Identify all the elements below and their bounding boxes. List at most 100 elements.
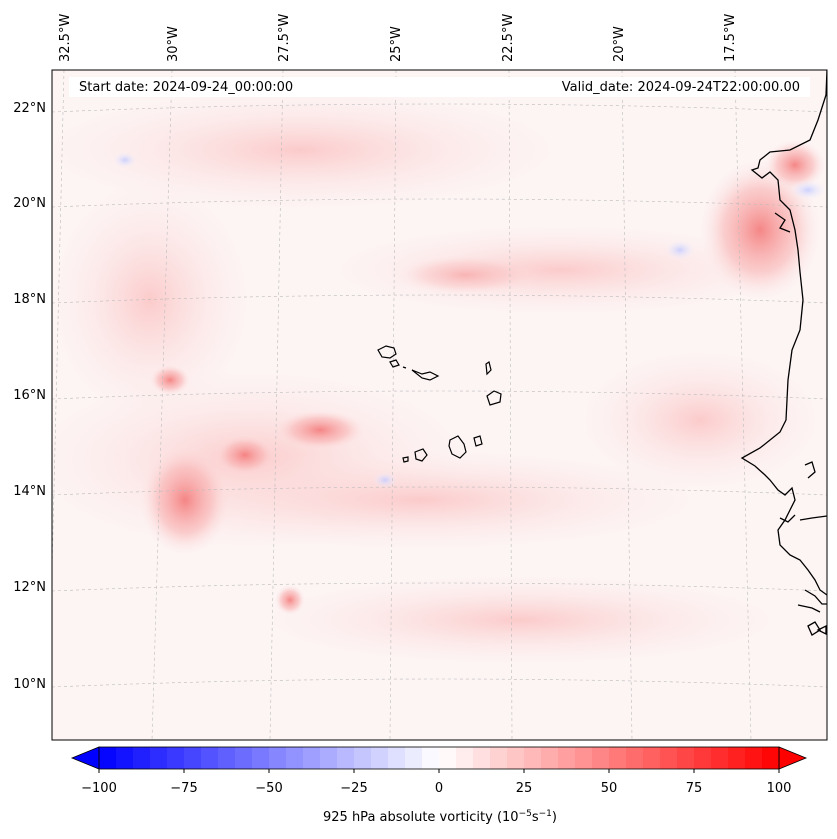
colorbar-swatch: [575, 747, 593, 769]
longitude-labels: 32.5°W 30°W 27.5°W 25°W 22.5°W 20°W 17.5…: [58, 14, 738, 62]
vorticity-field: [52, 70, 827, 740]
island-brava: [402, 456, 409, 463]
info-bar: [69, 77, 810, 97]
island-boa-vista: [486, 390, 502, 406]
colorbar-swatch: [558, 747, 576, 769]
colorbar-swatch: [643, 747, 661, 769]
cb-tick-label: −100: [81, 781, 117, 796]
meridian-25w: [389, 70, 397, 740]
island-santiago: [448, 435, 467, 459]
colorbar-swatch: [660, 747, 678, 769]
colorbar-max-arrow: [778, 746, 808, 770]
cb-tick-label: 50: [601, 781, 618, 796]
parallel-14n: [52, 486, 827, 496]
colorbar-swatch: [371, 747, 389, 769]
coastlines: [740, 70, 827, 636]
cb-tick-label: −75: [170, 781, 197, 796]
colorbar-swatch: [490, 747, 508, 769]
colorbar: −100 −75 −50 −25 0 25 50 75 100 925 hPa …: [70, 746, 808, 825]
cb-tick-label: −50: [255, 781, 282, 796]
lat-label-10n: 10°N: [13, 677, 46, 692]
lon-label-17-5w: 17.5°W: [723, 14, 738, 62]
island-sao-vicente: [389, 359, 400, 368]
colorbar-swatch: [218, 747, 236, 769]
island-fogo: [414, 448, 428, 462]
lat-label-12n: 12°N: [13, 580, 46, 595]
colorbar-swatch: [133, 747, 151, 769]
colorbar-swatch: [269, 747, 287, 769]
cb-tick-label: 75: [686, 781, 703, 796]
island-maio: [473, 435, 483, 447]
colorbar-swatch: [116, 747, 134, 769]
lat-label-14n: 14°N: [13, 484, 46, 499]
colorbar-swatch: [507, 747, 525, 769]
meridian-27-5w: [269, 70, 284, 740]
meridian-20w: [621, 70, 633, 740]
colorbar-swatch: [405, 747, 423, 769]
lon-label-30w: 30°W: [166, 26, 181, 62]
coastline-inlet-5: [797, 604, 821, 613]
parallel-18n: [52, 294, 827, 304]
colorbar-swatch: [439, 747, 457, 769]
colorbar-swatch: [252, 747, 270, 769]
colorbar-swatch: [150, 747, 168, 769]
meridian-30w: [151, 70, 173, 740]
lon-label-27-5w: 27.5°W: [277, 14, 292, 62]
coastline-inlet-2: [799, 515, 827, 521]
lat-label-20n: 20°N: [13, 196, 46, 211]
colorbar-swatch: [303, 747, 321, 769]
colorbar-swatch: [422, 747, 440, 769]
colorbar-swatch: [235, 747, 253, 769]
colorbar-swatch: [99, 747, 117, 769]
parallel-20n: [52, 198, 827, 208]
coastline-inlet-3: [804, 461, 816, 479]
africa-coastline: [740, 70, 827, 596]
lon-label-25w: 25°W: [389, 26, 404, 62]
colorbar-swatch: [626, 747, 644, 769]
cb-tick-label: 100: [767, 781, 792, 796]
island-santo-antao: [377, 345, 397, 359]
colorbar-swatch: [541, 747, 559, 769]
lon-label-20w: 20°W: [612, 26, 627, 62]
colorbar-ticks: [98, 769, 780, 773]
parallel-12n: [52, 582, 827, 592]
parallel-22n: [52, 103, 827, 113]
colorbar-swatch: [728, 747, 746, 769]
colorbar-swatch: [354, 747, 372, 769]
meridian-17-5w: [734, 70, 752, 740]
island-sal: [485, 361, 492, 376]
start-date-label: Start date: 2024-09-24_00:00:00: [79, 80, 293, 95]
cb-tick-label: −25: [340, 781, 367, 796]
colorbar-swatch: [473, 747, 491, 769]
lon-label-22-5w: 22.5°W: [501, 14, 516, 62]
island-santa-luzia: [402, 366, 407, 369]
graticule: [52, 70, 827, 740]
colorbar-swatch: [337, 747, 355, 769]
colorbar-swatch: [167, 747, 185, 769]
latitude-labels: 22°N 20°N 18°N 16°N 14°N 12°N 10°N: [13, 101, 46, 692]
colorbar-min-arrow: [70, 746, 100, 770]
island-sao-nicolau: [411, 369, 440, 381]
colorbar-swatch: [711, 747, 729, 769]
colorbar-swatch: [320, 747, 338, 769]
lat-label-16n: 16°N: [13, 388, 46, 403]
colorbar-swatch: [388, 747, 406, 769]
map-frame: [51, 69, 828, 741]
colorbar-title: 925 hPa absolute vorticity (10−5s−1): [323, 809, 557, 825]
meridian-22-5w: [508, 70, 513, 740]
cape-verde-islands: [377, 345, 502, 463]
cb-tick-label: 0: [435, 781, 443, 796]
colorbar-swatch: [694, 747, 712, 769]
colorbar-swatch: [677, 747, 695, 769]
colorbar-swatch: [592, 747, 610, 769]
valid-date-label: Valid_date: 2024-09-24T22:00:00.00: [562, 80, 800, 95]
coastline-inlet-1: [779, 514, 796, 523]
colorbar-swatch: [745, 747, 763, 769]
colorbar-swatch: [524, 747, 542, 769]
parallel-16n: [52, 390, 827, 400]
parallel-10n: [52, 678, 827, 688]
colorbar-swatch: [201, 747, 219, 769]
lat-label-22n: 22°N: [13, 101, 46, 116]
cb-tick-label: 25: [516, 781, 533, 796]
